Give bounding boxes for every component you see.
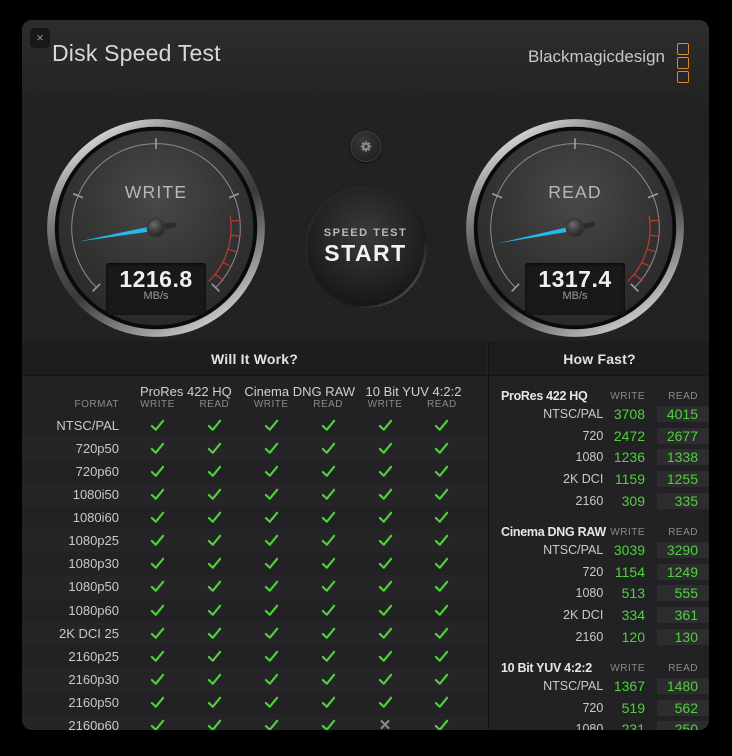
svg-text:WRITE: WRITE (125, 182, 188, 202)
svg-text:READ: READ (548, 182, 602, 202)
